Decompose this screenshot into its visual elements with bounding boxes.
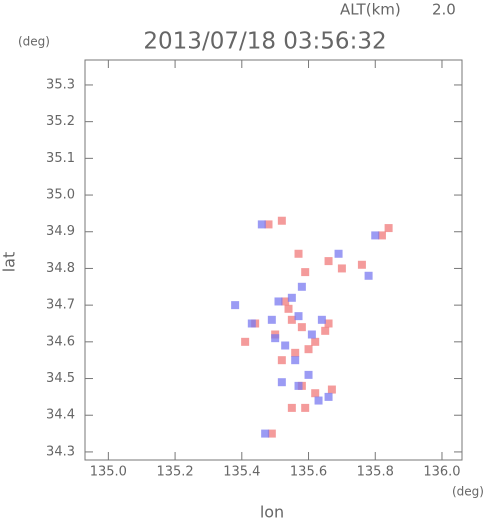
chart-title: 2013/07/18 03:56:32 [143,29,386,55]
x-tick-label: 135.8 [357,465,394,480]
radar-cell [314,396,323,405]
radar-cell [264,220,273,229]
x-unit: (deg) [452,485,484,499]
radar-cell [301,268,310,277]
radar-cell [327,385,336,394]
radar-cell [307,330,316,339]
radar-cell [377,231,386,240]
y-tick-label: 34.8 [46,261,75,276]
radar-cell [274,297,283,306]
radar-cell [324,392,333,401]
x-tick-label: 135.0 [90,465,127,480]
radar-cell [247,319,256,328]
y-tick-label: 34.6 [46,334,75,349]
y-tick-label: 35.3 [46,77,75,92]
radar-cell [304,345,313,354]
alt-label: ALT(km) [340,1,401,19]
radar-cell [291,348,300,357]
radar-cell [267,429,276,438]
y-tick-label: 35.1 [46,151,75,166]
radar-cell [291,356,300,365]
radar-cell [317,315,326,324]
radar-cell [334,249,343,258]
radar-cell [281,341,290,350]
radar-cell [384,224,393,233]
x-axis-label: lon [260,503,284,521]
radar-cell [241,337,250,346]
radar-cell [364,271,373,280]
radar-cell [271,334,280,343]
radar-cell [371,231,380,240]
x-tick-label: 136.0 [423,465,460,480]
radar-cell [294,381,303,390]
radar-cell [337,264,346,273]
y-tick-label: 34.4 [46,408,75,423]
y-tick-label: 35.2 [46,114,75,129]
radar-cell [287,293,296,302]
radar-cell [277,378,286,387]
radar-cell [294,312,303,321]
radar-cell [267,315,276,324]
radar-cell [231,301,240,310]
x-tick-label: 135.4 [223,465,260,480]
radar-cell [311,389,320,398]
plot-frame [84,59,463,461]
radar-cell [301,403,310,412]
radar-cell [284,304,293,313]
radar-cell [277,216,286,225]
y-axis-label: lat [0,252,19,273]
y-tick-label: 34.5 [46,371,75,386]
radar-cell [311,337,320,346]
radar-cell [277,356,286,365]
radar-cell [297,282,306,291]
radar-cell [357,260,366,269]
y-tick-label: 34.7 [46,298,75,313]
x-tick-label: 135.2 [156,465,193,480]
y-tick-label: 35.0 [46,188,75,203]
radar-cell [261,429,270,438]
radar-cell [287,315,296,324]
radar-cell [257,220,266,229]
y-tick-label: 34.9 [46,224,75,239]
radar-cell [324,319,333,328]
radar-cell [287,403,296,412]
radar-cell [281,297,290,306]
radar-cell [321,326,330,335]
y-tick-label: 34.3 [46,444,75,459]
radar-cell [294,249,303,258]
radar-cell [297,323,306,332]
radar-cell [304,370,313,379]
alt-value: 2.0 [432,1,456,19]
y-unit: (deg) [18,35,50,49]
radar-cell [324,257,333,266]
x-tick-label: 135.6 [290,465,327,480]
